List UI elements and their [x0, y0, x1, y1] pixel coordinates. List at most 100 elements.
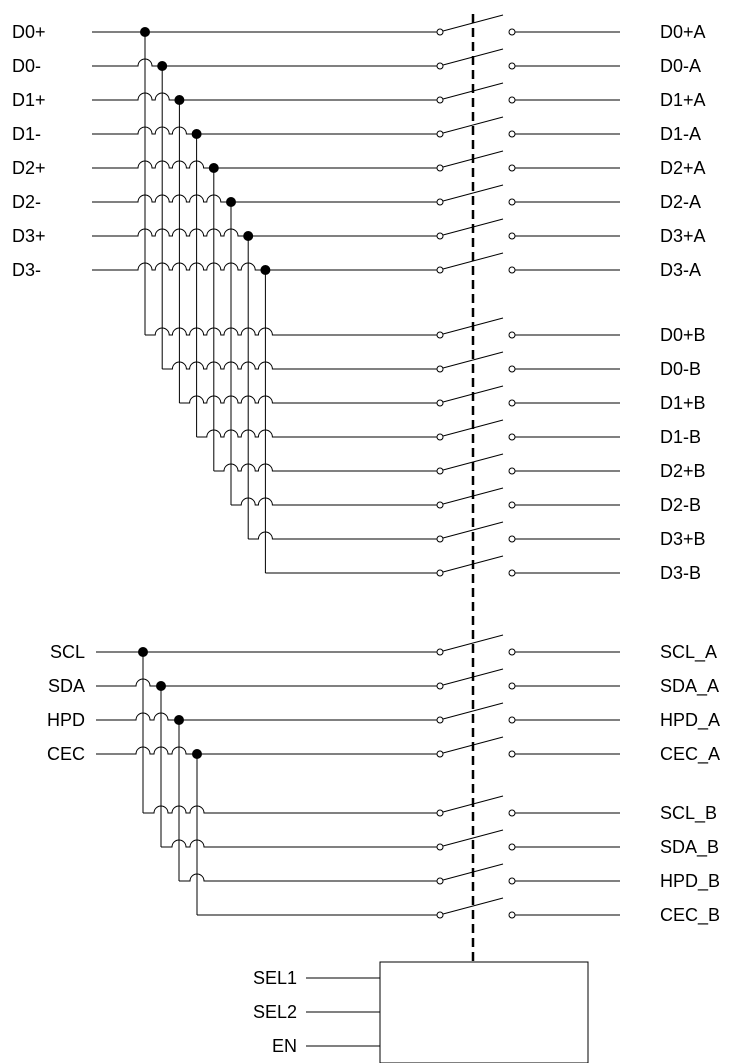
switch-d3pb-left-contact	[436, 535, 444, 543]
label-d1-: D1-	[12, 124, 41, 144]
switch-d0pa-left-contact	[436, 28, 444, 36]
switch-d3pa-right-contact	[508, 232, 516, 240]
wire-d2--a	[92, 194, 437, 203]
switch-d0pb-blade	[442, 317, 504, 335]
switch-cec-b-blade	[442, 897, 504, 915]
label-sda-b: SDA_B	[660, 837, 719, 858]
label-d3pb: D3+B	[660, 529, 706, 549]
label-d0p: D0+	[12, 22, 46, 42]
switch-d2-b-blade	[442, 487, 504, 505]
switch-d2-b-left-contact	[436, 501, 444, 509]
label-d1-b: D1-B	[660, 427, 701, 447]
switch-cec-b-right-contact	[508, 911, 516, 919]
switch-d0pb-left-contact	[436, 331, 444, 339]
label-scl: SCL	[50, 642, 85, 662]
switch-scl-a-right-contact	[508, 648, 516, 656]
switch-hpd-b-blade	[442, 863, 504, 881]
control-logic-block	[379, 961, 589, 1063]
switch-sda-a-left-contact	[436, 682, 444, 690]
switch-cec-a-left-contact	[436, 750, 444, 758]
wire-sda-a	[96, 678, 437, 687]
label-d0-: D0-	[12, 56, 41, 76]
switch-d1-a-blade	[442, 116, 504, 134]
switch-d2pa-blade	[442, 150, 504, 168]
wires	[92, 14, 620, 1047]
wire-d3--a	[92, 262, 437, 271]
label-d3-: D3-	[12, 260, 41, 280]
switch-d3pa-blade	[442, 218, 504, 236]
label-sel2: SEL2	[253, 1002, 297, 1022]
label-d3p: D3+	[12, 226, 46, 246]
label-cec-b: CEC_B	[660, 905, 720, 926]
switch-sda-b-left-contact	[436, 843, 444, 851]
label-d0-a: D0-A	[660, 56, 701, 76]
switch-d3-a-right-contact	[508, 266, 516, 274]
label-d0pa: D0+A	[660, 22, 706, 42]
switch-d3-b-right-contact	[508, 569, 516, 577]
wire-d3p-b	[248, 531, 437, 540]
label-d2-b: D2-B	[660, 495, 701, 515]
label-d3pa: D3+A	[660, 226, 706, 246]
label-d0pb: D0+B	[660, 325, 706, 345]
switch-d0pb-right-contact	[508, 331, 516, 339]
label-d3-b: D3-B	[660, 563, 701, 583]
wire-d2p-b	[213, 463, 437, 472]
switch-d1pa-left-contact	[436, 96, 444, 104]
switch-d1pb-left-contact	[436, 399, 444, 407]
label-cec-a: CEC_A	[660, 744, 720, 765]
label-d3-a: D3-A	[660, 260, 701, 280]
switch-d0-a-blade	[442, 48, 504, 66]
switch-scl-a-blade	[442, 634, 504, 652]
label-hpd: HPD	[47, 710, 85, 730]
switch-d1-b-right-contact	[508, 433, 516, 441]
label-d1-a: D1-A	[660, 124, 701, 144]
switch-d3pb-right-contact	[508, 535, 516, 543]
switch-cec-a-blade	[442, 736, 504, 754]
wire-cec-a	[96, 746, 437, 755]
switch-d0-b-right-contact	[508, 365, 516, 373]
switch-d1-a-left-contact	[436, 130, 444, 138]
switch-d1pb-blade	[442, 385, 504, 403]
switch-scl-b-blade	[442, 795, 504, 813]
labels: D0+ D0+A D0+B D0- D0-A D0-B D1+ D1+A D1+B D1- D1-A…	[12, 22, 720, 1056]
label-d0-b: D0-B	[660, 359, 701, 379]
label-scl-b: SCL_B	[660, 803, 717, 824]
wire-d0p-b	[145, 327, 437, 336]
wire-d0--a	[92, 58, 437, 67]
switch-d3pb-blade	[442, 521, 504, 539]
switch-scl-b-right-contact	[508, 809, 516, 817]
switch-d0-b-blade	[442, 351, 504, 369]
switch-scl-b-left-contact	[436, 809, 444, 817]
switch-hpd-a-left-contact	[436, 716, 444, 724]
switch-d3-b-left-contact	[436, 569, 444, 577]
switch-cec-b-left-contact	[436, 911, 444, 919]
switch-d3pa-left-contact	[436, 232, 444, 240]
switch-d3-a-blade	[442, 252, 504, 270]
switch-sda-b-blade	[442, 829, 504, 847]
switch-sda-a-right-contact	[508, 682, 516, 690]
switch-d2-a-right-contact	[508, 198, 516, 206]
switch-d0pa-blade	[442, 14, 504, 32]
switch-d2pb-left-contact	[436, 467, 444, 475]
switch-d1pa-blade	[442, 82, 504, 100]
switch-d1-b-left-contact	[436, 433, 444, 441]
wire-d1--a	[92, 126, 437, 135]
switch-d0pa-right-contact	[508, 28, 516, 36]
label-cec: CEC	[47, 744, 85, 764]
switch-d3-b-blade	[442, 555, 504, 573]
label-hpd-a: HPD_A	[660, 710, 720, 731]
switches	[436, 14, 516, 919]
label-en: EN	[272, 1036, 297, 1056]
switch-d0-a-right-contact	[508, 62, 516, 70]
wire-hpd-b	[179, 873, 437, 882]
wire-hpd-a	[96, 712, 437, 721]
switch-d0-a-left-contact	[436, 62, 444, 70]
label-scl-a: SCL_A	[660, 642, 717, 663]
wire-d1--b	[196, 429, 437, 438]
switch-d2pb-blade	[442, 453, 504, 471]
label-sda: SDA	[48, 676, 85, 696]
switch-d1-a-right-contact	[508, 130, 516, 138]
switch-scl-a-left-contact	[436, 648, 444, 656]
switch-hpd-b-right-contact	[508, 877, 516, 885]
